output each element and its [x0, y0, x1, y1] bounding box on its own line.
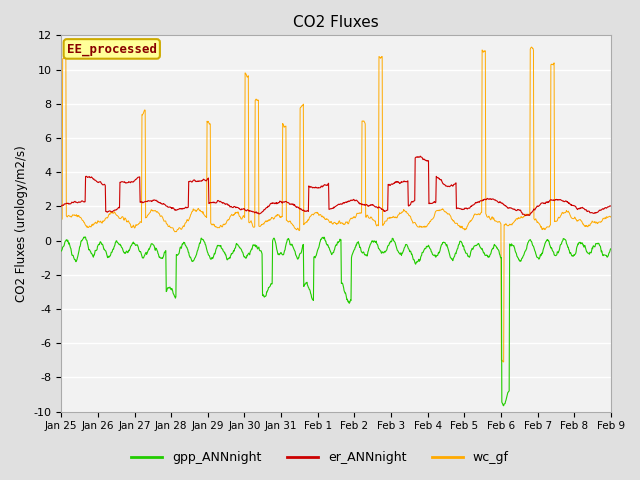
Title: CO2 Fluxes: CO2 Fluxes	[293, 15, 379, 30]
Y-axis label: CO2 Fluxes (urology/m2/s): CO2 Fluxes (urology/m2/s)	[15, 145, 28, 302]
Text: EE_processed: EE_processed	[67, 42, 157, 56]
Legend: gpp_ANNnight, er_ANNnight, wc_gf: gpp_ANNnight, er_ANNnight, wc_gf	[126, 446, 514, 469]
